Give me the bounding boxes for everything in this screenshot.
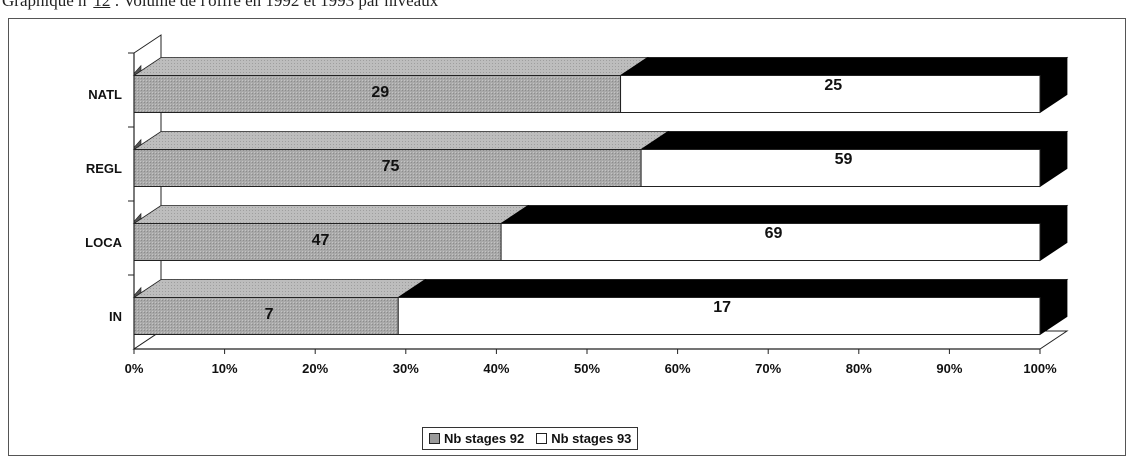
legend-swatch-93 bbox=[536, 433, 548, 444]
x-tick-label: 60% bbox=[665, 361, 691, 376]
x-tick-label: 0% bbox=[125, 361, 144, 376]
x-tick-label: 50% bbox=[574, 361, 600, 376]
bar-top-92 bbox=[132, 205, 530, 224]
legend-label-92: Nb stages 92 bbox=[444, 431, 525, 446]
bar-top-92 bbox=[132, 279, 427, 298]
bar-93 bbox=[620, 75, 1041, 113]
bar-top-93 bbox=[619, 57, 1069, 76]
caption-prefix: Graphique n° bbox=[2, 0, 94, 10]
bar-top-92 bbox=[132, 57, 649, 76]
data-label-93: 17 bbox=[713, 299, 731, 316]
category-label: REGL bbox=[86, 161, 122, 176]
bar-93 bbox=[640, 149, 1041, 187]
bar-92 bbox=[133, 75, 622, 113]
data-label-92: 29 bbox=[371, 84, 389, 101]
legend-swatch-92 bbox=[429, 433, 440, 444]
x-tick-label: 20% bbox=[302, 361, 328, 376]
bar-93 bbox=[500, 223, 1041, 261]
data-label-92: 47 bbox=[312, 232, 330, 249]
x-tick-label: 30% bbox=[393, 361, 419, 376]
bar-92 bbox=[133, 149, 642, 187]
chart-frame bbox=[8, 18, 1126, 456]
caption-number: 12 bbox=[93, 0, 111, 10]
data-label-93: 25 bbox=[824, 77, 842, 94]
category-label: IN bbox=[109, 309, 122, 324]
bar-top-93 bbox=[639, 131, 1069, 150]
chart-legend: Nb stages 92 Nb stages 93 bbox=[422, 427, 639, 450]
x-tick-label: 80% bbox=[846, 361, 872, 376]
data-label-93: 59 bbox=[835, 151, 853, 168]
bar-top-93 bbox=[396, 279, 1069, 298]
x-tick-label: 10% bbox=[212, 361, 238, 376]
category-label: NATL bbox=[88, 87, 122, 102]
bar-top-92 bbox=[132, 131, 670, 150]
data-label-92: 75 bbox=[382, 158, 400, 175]
x-tick-label: 70% bbox=[755, 361, 781, 376]
caption-text: : Volume de l'offre en 1992 et 1993 par … bbox=[114, 0, 439, 10]
x-tick-label: 90% bbox=[936, 361, 962, 376]
data-label-92: 7 bbox=[265, 306, 274, 323]
bar-top-93 bbox=[499, 205, 1069, 224]
bar-93 bbox=[397, 297, 1041, 335]
legend-label-93: Nb stages 93 bbox=[551, 431, 632, 446]
chart-caption: Graphique n°12 : Volume de l'offre en 19… bbox=[2, 0, 438, 11]
x-tick-label: 40% bbox=[483, 361, 509, 376]
category-label: LOCA bbox=[85, 235, 122, 250]
x-tick-label: 100% bbox=[1023, 361, 1057, 376]
bar-92 bbox=[133, 223, 502, 261]
data-label-93: 69 bbox=[765, 225, 783, 242]
